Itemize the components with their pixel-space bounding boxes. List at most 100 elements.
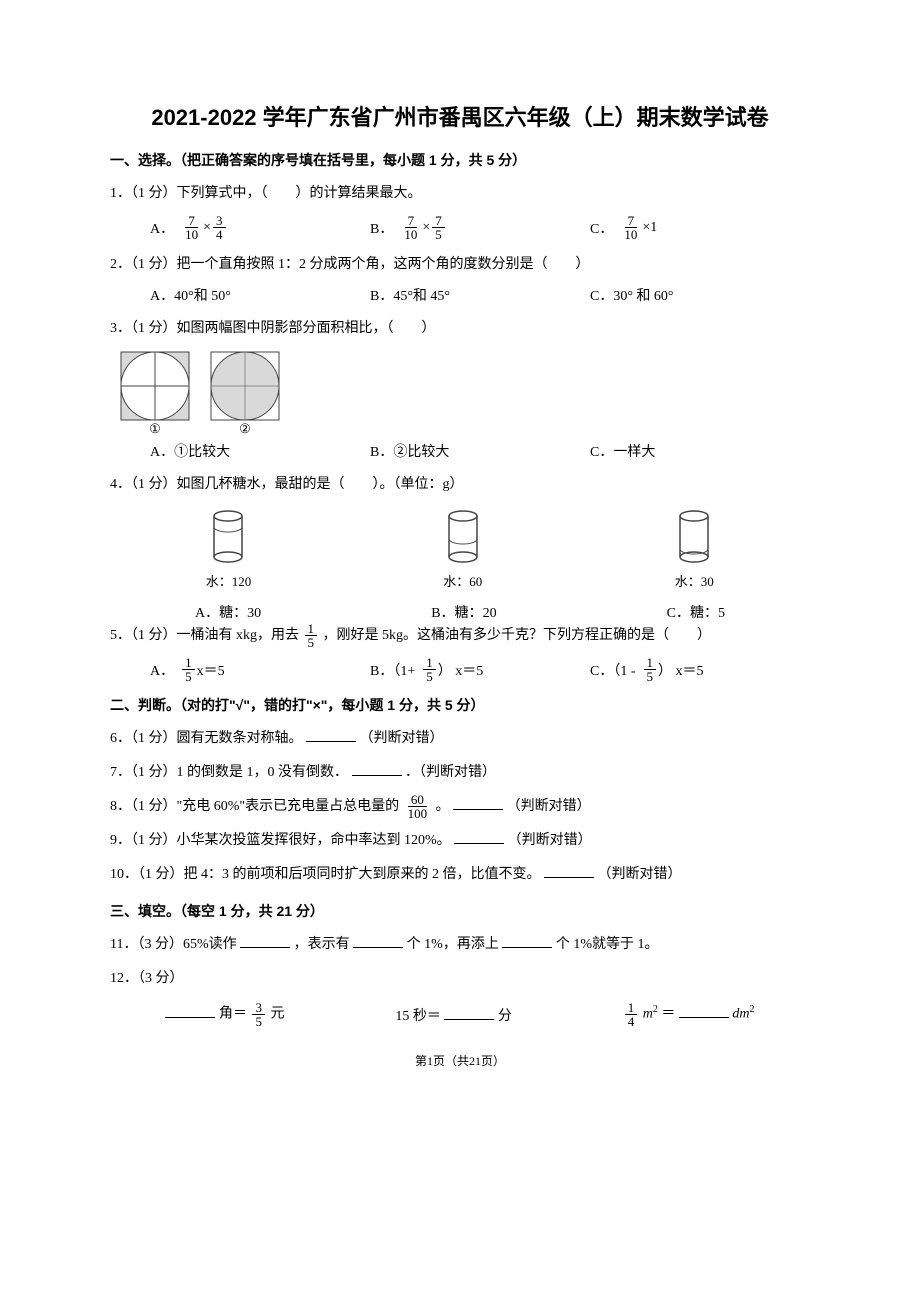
- unit: 元: [270, 1007, 284, 1022]
- denominator: 5: [252, 1015, 265, 1028]
- text: 6．（1 分）圆有无数条对称轴。: [110, 731, 303, 746]
- times: ×1: [642, 220, 657, 236]
- fraction: 710: [401, 214, 420, 241]
- blank[interactable]: [502, 934, 552, 948]
- numerator: 3: [252, 1001, 265, 1015]
- blank[interactable]: [544, 864, 594, 878]
- unit: m: [643, 1007, 653, 1022]
- blank[interactable]: [453, 796, 503, 810]
- numerator: 7: [432, 214, 445, 228]
- text: 9．（1 分）小华某次投篮发挥很好，命中率达到 120%。: [110, 833, 451, 848]
- suffix: （判断对错）: [598, 867, 682, 882]
- q12-c: 14 m2 ＝ dm2: [623, 1001, 755, 1028]
- q5-opt-c: C．（1 - 15 ） x＝5: [590, 656, 810, 683]
- q12-b: 15 秒＝ 分: [395, 1005, 512, 1025]
- q2-stem: 2．（1 分）把一个直角按照 1：2 分成两个角，这两个角的度数分别是（ ）: [110, 251, 810, 279]
- opt-label: B．（1+: [370, 660, 415, 680]
- cup-icon: [208, 509, 248, 565]
- value: 120: [232, 574, 252, 589]
- water-label: 水：30: [674, 571, 714, 590]
- text: ） x＝5: [438, 660, 484, 680]
- opt-label: B．: [431, 606, 454, 621]
- text: x＝5: [197, 660, 225, 680]
- numerator: 1: [625, 1001, 638, 1015]
- value: 20: [483, 606, 497, 621]
- opt-label: B．: [370, 218, 393, 238]
- value: 30: [247, 606, 261, 621]
- blank[interactable]: [306, 728, 356, 742]
- q6: 6．（1 分）圆有无数条对称轴。 （判断对错）: [110, 725, 810, 753]
- times: ×: [203, 220, 211, 236]
- fig1-label: ①: [120, 421, 190, 437]
- fraction: 60100: [405, 793, 431, 820]
- page-footer: 第1页（共21页）: [110, 1052, 810, 1069]
- blank[interactable]: [353, 934, 403, 948]
- text: ，刚好是 5kg。这桶油有多少千克？下列方程正确的是（ ）: [323, 628, 712, 643]
- eq: ＝: [661, 1007, 675, 1022]
- blank[interactable]: [352, 762, 402, 776]
- q3-opt-c: C．一样大: [590, 441, 810, 461]
- section1-header: 一、选择。（把正确答案的序号填在括号里，每小题 1 分，共 5 分）: [110, 150, 810, 170]
- text: 7．（1 分）1 的倒数是 1，0 没有倒数．: [110, 765, 348, 780]
- q1-options: A． 710 × 34 B． 710 × 75 C． 710 ×1: [150, 214, 810, 241]
- text: 水：: [443, 574, 469, 589]
- q4-options: A．糖：30 B．糖：20 C．糖：5: [110, 602, 810, 622]
- sugar-label: 糖：: [219, 606, 247, 621]
- q3-opt-a: A．①比较大: [150, 441, 370, 461]
- opt-text: B．②比较大: [370, 441, 449, 461]
- q3-fig1-icon: [120, 351, 190, 421]
- numerator: 1: [182, 656, 195, 670]
- opt-text: A．40°和 50°: [150, 285, 231, 305]
- suffix: （判断对错）: [360, 731, 444, 746]
- fraction: 710: [621, 214, 640, 241]
- denominator: 5: [644, 670, 657, 683]
- blank[interactable]: [240, 934, 290, 948]
- q10: 10．（1 分）把 4：3 的前项和后项同时扩大到原来的 2 倍，比值不变。 （…: [110, 861, 810, 889]
- q4-opt-b: B．糖：20: [431, 602, 496, 622]
- text: 10．（1 分）把 4：3 的前项和后项同时扩大到原来的 2 倍，比值不变。: [110, 867, 541, 882]
- q4-cups: 水：120 水：60 水：30: [110, 509, 810, 592]
- text: 个 1%，再添上: [407, 937, 499, 952]
- water-label: 水：60: [443, 571, 483, 590]
- times: ×: [422, 220, 430, 236]
- blank[interactable]: [444, 1006, 494, 1020]
- blank[interactable]: [165, 1004, 215, 1018]
- fraction: 15: [182, 656, 195, 683]
- blank[interactable]: [454, 830, 504, 844]
- value: 30: [701, 574, 714, 589]
- unit: dm: [732, 1007, 749, 1022]
- q1-stem: 1．（1 分）下列算式中，（ ）的计算结果最大。: [110, 180, 810, 208]
- unit: 分: [498, 1009, 512, 1024]
- denominator: 4: [625, 1015, 638, 1028]
- sup: 2: [653, 1004, 658, 1015]
- opt-text: B．45°和 45°: [370, 285, 450, 305]
- opt-label: C．: [667, 606, 690, 621]
- q3-fig2-icon: [210, 351, 280, 421]
- text: 8．（1 分）"充电 60%"表示已充电量占总电量的: [110, 799, 399, 814]
- q5-options: A． 15 x＝5 B．（1+ 15 ） x＝5 C．（1 - 15 ） x＝5: [150, 656, 810, 683]
- q2-opt-b: B．45°和 45°: [370, 285, 590, 305]
- text: 水：: [675, 574, 701, 589]
- suffix: （判断对错）: [508, 833, 592, 848]
- text: 5．（1 分）一桶油有 xkg，用去: [110, 628, 299, 643]
- opt-label: C．: [590, 218, 613, 238]
- text: 角＝: [219, 1007, 247, 1022]
- denominator: 4: [213, 228, 226, 241]
- q2-opt-a: A．40°和 50°: [150, 285, 370, 305]
- opt-text: C．30° 和 60°: [590, 285, 674, 305]
- opt-label: C．（1 -: [590, 660, 636, 680]
- denominator: 10: [182, 228, 201, 241]
- section3-header: 三、填空。（每空 1 分，共 21 分）: [110, 901, 810, 921]
- value: 60: [469, 574, 482, 589]
- fraction: 75: [432, 214, 445, 241]
- q4-stem: 4．（1 分）如图几杯糖水，最甜的是（ ）。（单位：g）: [110, 471, 810, 499]
- q4-cup-c: 水：30: [674, 509, 714, 592]
- blank[interactable]: [679, 1004, 729, 1018]
- q5-opt-b: B．（1+ 15 ） x＝5: [370, 656, 590, 683]
- q3-fig1-wrap: ①: [120, 351, 190, 437]
- denominator: 5: [423, 670, 436, 683]
- text: 11．（3 分）65%读作: [110, 937, 237, 952]
- denominator: 100: [405, 807, 431, 820]
- denominator: 5: [182, 670, 195, 683]
- q3-opt-b: B．②比较大: [370, 441, 590, 461]
